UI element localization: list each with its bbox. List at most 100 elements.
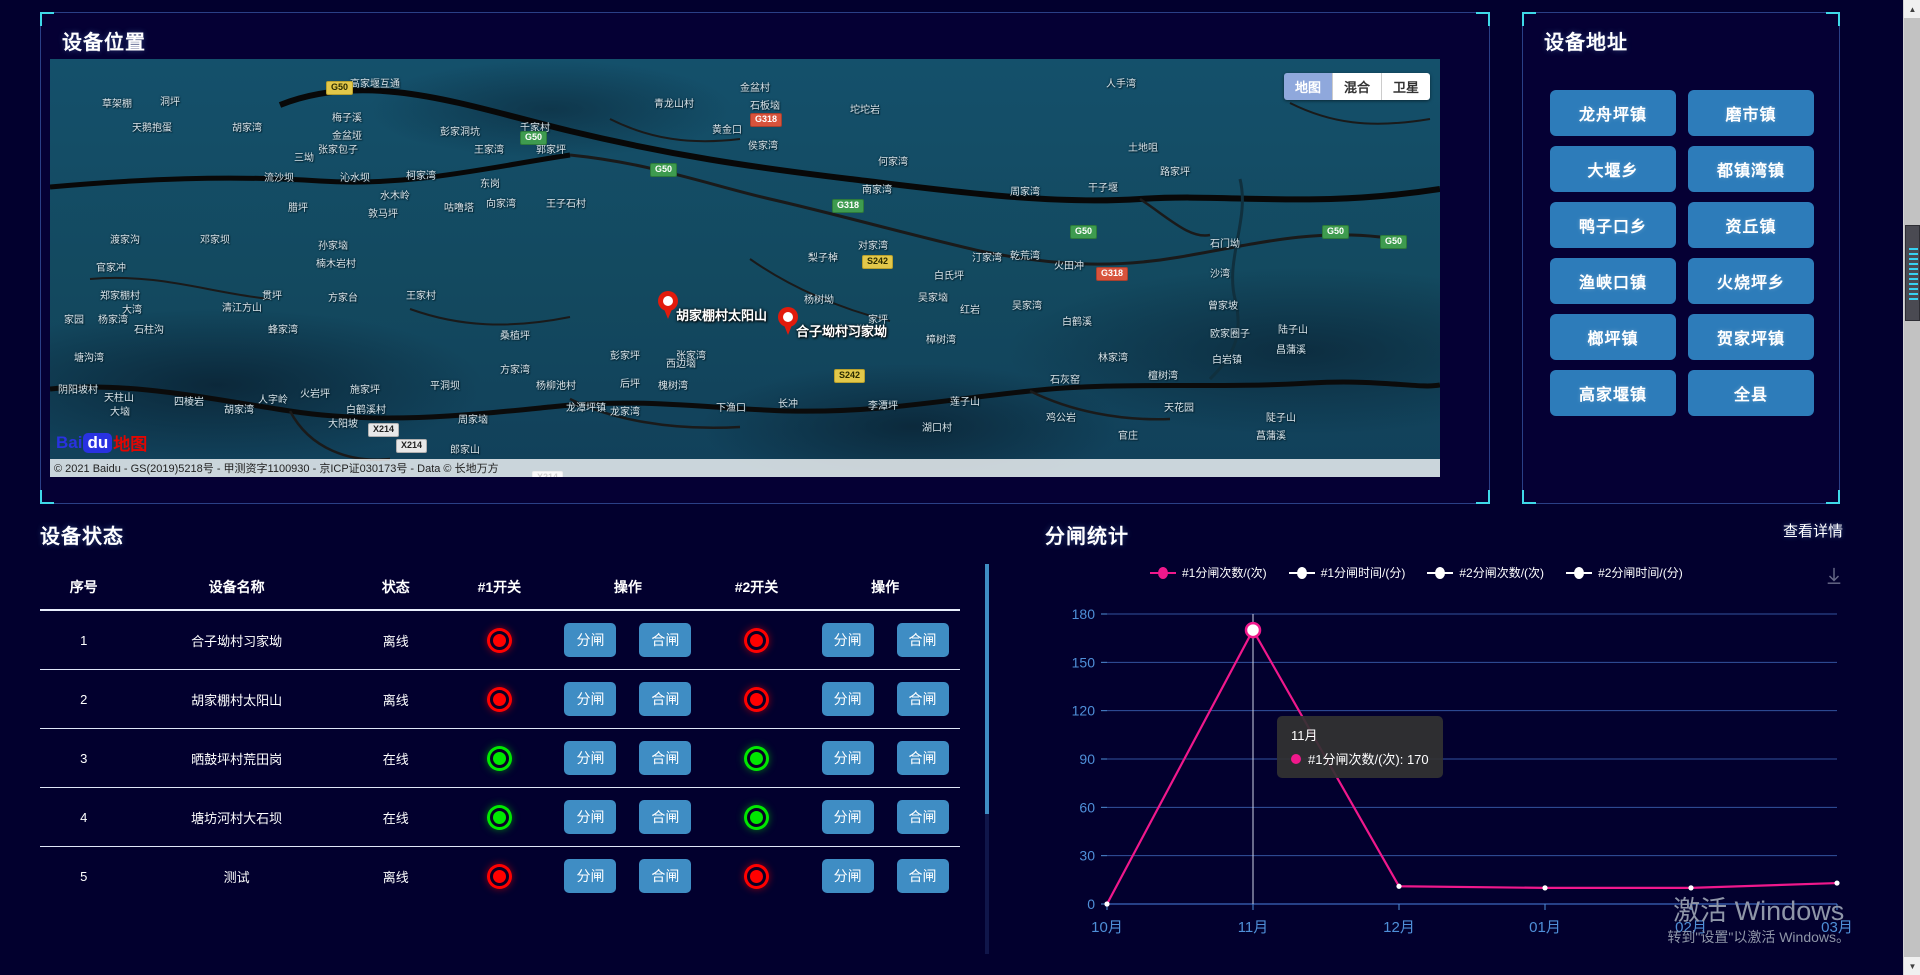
address-button-6[interactable]: 渔峡口镇 (1550, 258, 1676, 304)
open-switch2-button[interactable]: 分闸 (821, 741, 874, 775)
map-place-label: 人字岭 (258, 395, 288, 406)
download-icon[interactable] (1825, 566, 1843, 586)
map-type-control[interactable]: 地图 混合 卫星 (1283, 73, 1430, 100)
map-place-label: 孙家垴 (318, 241, 348, 252)
data-point[interactable] (1542, 885, 1548, 891)
active-data-point[interactable] (1244, 621, 1262, 639)
open-switch1-button[interactable]: 分闸 (564, 859, 617, 893)
cell-switch1 (445, 669, 554, 729)
y-axis-tick-label: 180 (1072, 606, 1096, 622)
cell-index: 3 (40, 728, 128, 788)
close-switch2-button[interactable]: 合闸 (896, 682, 949, 716)
data-point[interactable] (1688, 885, 1694, 891)
open-switch2-button[interactable]: 分闸 (821, 800, 874, 834)
map-type-1[interactable]: 混合 (1332, 73, 1382, 100)
map-place-label: 昌蒲溪 (1276, 345, 1306, 356)
x-axis-tick-label: 02月 (1675, 919, 1707, 936)
cell-switch1 (445, 728, 554, 788)
address-button-5[interactable]: 资丘镇 (1688, 202, 1814, 248)
map-place-label: 彭家坪 (610, 351, 640, 362)
address-button-8[interactable]: 榔坪镇 (1550, 314, 1676, 360)
legend-item-3[interactable]: #2分闸时间/(分) (1566, 564, 1683, 581)
cell-op2: 分闸 (810, 847, 885, 906)
cell-switch2 (702, 728, 811, 788)
map-place-label: 吴家湾 (1012, 301, 1042, 312)
cell-op2b: 合闸 (885, 728, 960, 788)
column-header-switch2: #2开关 (702, 571, 811, 611)
close-switch2-button[interactable]: 合闸 (896, 623, 949, 657)
map-type-0[interactable]: 地图 (1283, 73, 1333, 100)
close-switch1-button[interactable]: 合闸 (639, 741, 692, 775)
baidu-map[interactable]: 草架棚 洞坪 天鹅抱蛋 胡家湾 梅子溪 金盆垭 张家包子 彭家洞坑 千家村 三坳 王家湾 郭家坪 流沙坝… (50, 59, 1440, 477)
map-place-label: 欧家圈子 (1210, 329, 1250, 340)
data-point[interactable] (1104, 901, 1110, 907)
chart-title: 分闸统计 (1045, 526, 1129, 548)
map-place-label: 彭家洞坑 (440, 127, 480, 138)
close-switch2-button[interactable]: 合闸 (896, 800, 949, 834)
legend-item-0[interactable]: #1分闸次数/(次) (1150, 564, 1267, 581)
view-details-link[interactable]: 查看详情 (1782, 523, 1843, 540)
open-switch2-button[interactable]: 分闸 (821, 623, 874, 657)
cell-index: 1 (40, 610, 128, 670)
device-status-table: 序号 设备名称 状态 #1开关 操作 #2开关 操作 1 合子坳村习家坳 离线 分闸合… (40, 571, 960, 905)
address-button-2[interactable]: 大堰乡 (1550, 146, 1676, 192)
scrollbar-thumb[interactable] (1905, 225, 1920, 321)
legend-item-1[interactable]: #1分闸时间/(分) (1288, 564, 1405, 581)
map-place-label: 官庄 (1118, 431, 1138, 442)
road-shield: S242 (862, 255, 894, 269)
data-point[interactable] (1396, 883, 1402, 889)
map-place-label: 大湾 (122, 305, 142, 316)
open-switch1-button[interactable]: 分闸 (564, 682, 617, 716)
close-switch2-button[interactable]: 合闸 (896, 859, 949, 893)
data-point[interactable] (1834, 880, 1840, 886)
legend-item-2[interactable]: #2分闸次数/(次) (1427, 564, 1544, 581)
address-button-7[interactable]: 火烧坪乡 (1688, 258, 1814, 304)
switch-status-led (489, 866, 509, 886)
cell-op1b: 合闸 (627, 728, 703, 788)
open-switch1-button[interactable]: 分闸 (564, 800, 617, 834)
map-place-label: 金盆垭 (332, 131, 362, 142)
address-button-11[interactable]: 全县 (1688, 370, 1814, 416)
address-button-1[interactable]: 磨市镇 (1688, 90, 1814, 136)
close-switch2-button[interactable]: 合闸 (896, 741, 949, 775)
cell-op1b: 合闸 (627, 610, 703, 670)
location-pin-icon[interactable] (658, 291, 678, 319)
address-button-10[interactable]: 高家堰镇 (1550, 370, 1676, 416)
scrollbar-track[interactable] (1904, 18, 1920, 957)
cell-switch1 (445, 787, 554, 847)
close-switch1-button[interactable]: 合闸 (639, 859, 692, 893)
scroll-up-arrow[interactable]: ▲ (1908, 4, 1917, 14)
open-switch1-button[interactable]: 分闸 (564, 741, 617, 775)
chart-plot-area[interactable]: 0 30 60 90 120 150 180 10月 11月 12月 01月 02月 03月 11月 … (1045, 600, 1855, 950)
map-place-label: 红岩 (960, 305, 980, 316)
close-switch1-button[interactable]: 合闸 (639, 623, 692, 657)
open-switch2-button[interactable]: 分闸 (821, 682, 874, 716)
cell-op2: 分闸 (810, 787, 886, 847)
page-scrollbar[interactable]: ▲ ▼ (1903, 0, 1920, 975)
location-pin-icon[interactable] (778, 307, 798, 335)
address-button-3[interactable]: 都镇湾镇 (1688, 146, 1814, 192)
legend-label: #2分闸时间/(分) (1598, 566, 1683, 580)
y-axis-tick-label: 150 (1072, 654, 1096, 670)
map-place-label: 汀家湾 (972, 253, 1002, 264)
map-place-label: 李潭坪 (868, 401, 898, 412)
cell-op1b: 合闸 (628, 847, 703, 906)
open-switch2-button[interactable]: 分闸 (821, 859, 874, 893)
map-place-label: 周家湾 (1010, 187, 1040, 198)
close-switch1-button[interactable]: 合闸 (639, 682, 692, 716)
open-switch1-button[interactable]: 分闸 (564, 623, 617, 657)
map-place-label: 路家坪 (1160, 167, 1190, 178)
map-place-label: 鸡公岩 (1046, 413, 1076, 424)
scroll-down-arrow[interactable]: ▼ (1908, 961, 1917, 971)
address-button-0[interactable]: 龙舟坪镇 (1550, 90, 1676, 136)
map-place-label: 大垴 (110, 407, 130, 418)
address-button-4[interactable]: 鸭子口乡 (1550, 202, 1676, 248)
address-button-9[interactable]: 贺家坪镇 (1688, 314, 1814, 360)
close-switch1-button[interactable]: 合闸 (639, 800, 692, 834)
table-scrollbar[interactable] (985, 564, 989, 954)
map-type-2[interactable]: 卫星 (1381, 73, 1430, 100)
road-shield: G50 (520, 131, 548, 145)
map-place-label: 石门坳 (1210, 239, 1240, 250)
road-shield: X214 (368, 423, 400, 437)
table-row: 4 塘坊河村大石坝 在线 分闸 合闸 分闸 合闸 (40, 787, 960, 847)
